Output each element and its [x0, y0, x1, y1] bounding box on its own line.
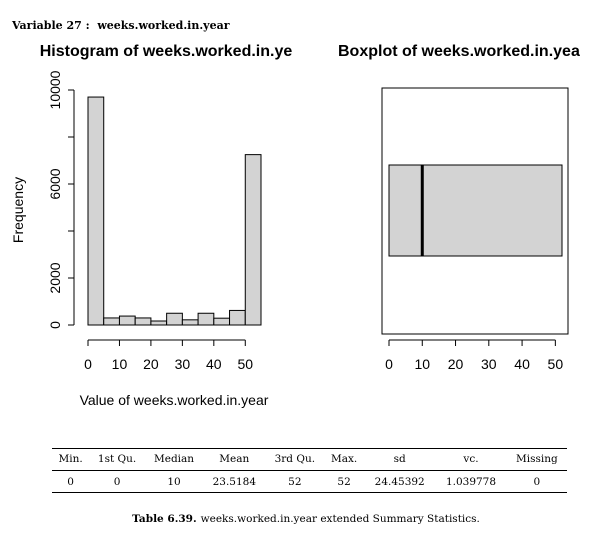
histogram-bar — [244, 154, 262, 326]
variable-header: Variable 27 : weeks.worked.in.year — [12, 19, 230, 32]
histogram-x-tick-label: 10 — [112, 356, 128, 372]
charts-area: Histogram of weeks.worked.in.ye Frequenc… — [10, 43, 580, 408]
variable-header-name: weeks.worked.in.year — [97, 19, 230, 32]
table-caption: Table 6.39. weeks.worked.in.year extended… — [0, 513, 612, 525]
summary-table-header-cell: vc. — [435, 448, 507, 471]
histogram-bar — [134, 317, 152, 326]
summary-table-header: Min. 1st Qu. Median Mean 3rd Qu. Max. sd vc. Mis… — [52, 448, 567, 471]
boxplot-x-tick-label: 30 — [481, 356, 497, 372]
summary-table: Min. 1st Qu. Median Mean 3rd Qu. Max. sd vc. Mis… — [52, 448, 567, 493]
histogram-y-tick-label: 10000 — [47, 70, 63, 109]
boxplot-box — [388, 164, 563, 257]
histogram-bar — [87, 96, 105, 326]
summary-table-cell: 0 — [533, 476, 541, 488]
summary-table-header-cell: Max. — [324, 448, 365, 471]
boxplot-x-tick-label: 0 — [385, 356, 393, 372]
variable-header-label: Variable 27 : — [12, 19, 90, 32]
histogram-y-tick-label: 6000 — [47, 168, 63, 199]
boxplot-x-tick-label: 50 — [548, 356, 564, 372]
histogram-y-tick-label: 2000 — [47, 262, 63, 293]
histogram-x-tick-label: 20 — [143, 356, 159, 372]
summary-table-cell: 0 — [113, 476, 121, 488]
summary-table-header-cell: 1st Qu. — [89, 448, 145, 471]
histogram-bar — [229, 309, 246, 326]
caption-text: weeks.worked.in.year extended Summary St… — [200, 513, 480, 525]
histogram-x-tick-label: 0 — [84, 356, 92, 372]
summary-table-header-cell: sd — [364, 448, 436, 471]
histogram-bar — [181, 319, 199, 326]
boxplot-frame — [381, 87, 569, 335]
histogram-bar — [166, 312, 183, 326]
summary-table-cell: 52 — [288, 476, 302, 488]
histogram-xlabel: Value of weeks.worked.in.year — [80, 392, 269, 408]
histogram-x-tick-label: 50 — [237, 356, 253, 372]
summary-table-header-cell: Mean — [203, 448, 266, 471]
histogram-bar — [150, 320, 168, 326]
boxplot-plot: 0 10 20 30 40 50 — [385, 164, 564, 372]
histogram-x-tick-label: 40 — [206, 356, 222, 372]
summary-table-cell: 0 — [67, 476, 74, 488]
boxplot-x-tick-label: 20 — [448, 356, 464, 372]
summary-table-header-cell: 3rd Qu. — [265, 448, 325, 471]
histogram-x-tick-label: 30 — [175, 356, 191, 372]
histogram-title: Histogram of weeks.worked.in.ye — [40, 43, 293, 60]
summary-table-row: 0 0 10 23.5184 52 52 24.45392 1.039778 0 — [52, 471, 567, 493]
summary-table-cell: 1.039778 — [445, 476, 497, 488]
summary-table-header-cell: Median — [144, 448, 204, 471]
histogram-bar — [103, 317, 120, 326]
histogram-ylabel: Frequency — [10, 177, 26, 243]
summary-table-cell: 24.45392 — [374, 476, 425, 488]
histogram-plot: 0 10 20 30 40 50 0 2000 6000 10000 — [47, 70, 262, 372]
boxplot-x-tick-label: 40 — [514, 356, 530, 372]
histogram-bar — [118, 315, 136, 326]
boxplot-x-tick-label: 10 — [414, 356, 430, 372]
histogram-bar — [213, 317, 231, 326]
summary-table-cell: 23.5184 — [212, 476, 257, 488]
boxplot-title: Boxplot of weeks.worked.in.yea — [338, 43, 580, 60]
summary-table-header-cell: Min. — [52, 448, 90, 471]
caption-label: Table 6.39. — [132, 513, 197, 525]
histogram-y-tick-label: 0 — [47, 321, 63, 329]
summary-table-cell: 10 — [167, 476, 181, 488]
histogram-bar — [197, 312, 215, 326]
summary-table-cell: 52 — [337, 476, 351, 488]
summary-table-header-cell: Missing — [506, 448, 567, 471]
